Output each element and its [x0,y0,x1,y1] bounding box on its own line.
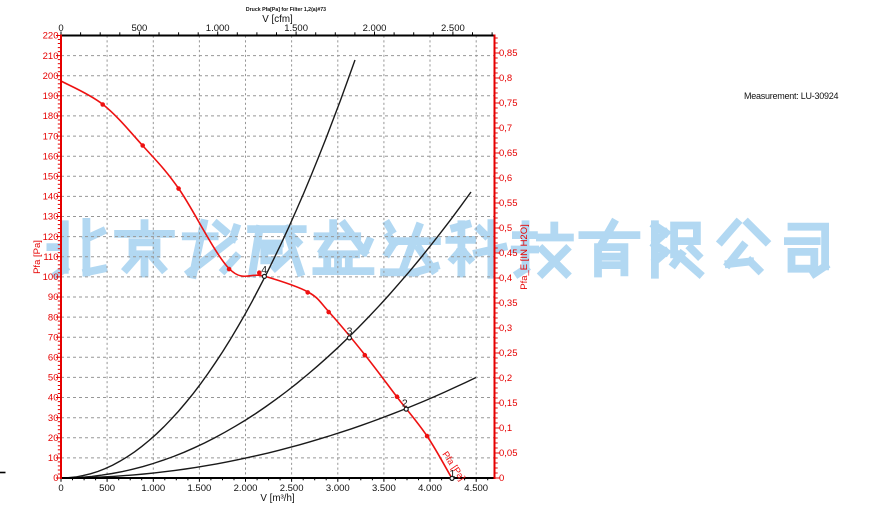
svg-text:220: 220 [43,31,59,42]
svg-text:1.500: 1.500 [188,483,212,494]
svg-text:V [m³/h]: V [m³/h] [260,493,295,504]
svg-text:0,05: 0,05 [499,448,518,459]
svg-text:0,75: 0,75 [499,98,518,109]
svg-text:Pfa [Pa]: Pfa [Pa] [32,240,43,274]
svg-text:70: 70 [48,332,59,343]
svg-text:140: 140 [43,192,59,203]
svg-text:0,7: 0,7 [499,123,512,134]
svg-text:Measurement: LU-30924: Measurement: LU-30924 [744,91,839,101]
svg-text:2.500: 2.500 [441,23,465,34]
svg-text:170: 170 [43,131,59,142]
svg-text:50: 50 [48,373,59,384]
svg-text:180: 180 [43,111,59,122]
svg-text:80: 80 [48,312,59,323]
svg-text:120: 120 [43,232,59,243]
svg-text:3: 3 [347,326,353,338]
svg-text:4.500: 4.500 [464,483,488,494]
svg-text:2.000: 2.000 [234,483,258,494]
svg-text:Pfa_E [IN H2O]: Pfa_E [IN H2O] [519,224,530,289]
svg-text:2.000: 2.000 [363,23,387,34]
svg-text:90: 90 [48,292,59,303]
svg-text:200: 200 [43,71,59,82]
svg-text:0,3: 0,3 [499,323,512,334]
svg-text:30: 30 [48,413,59,424]
svg-text:1.500: 1.500 [284,23,308,34]
svg-text:1.000: 1.000 [206,23,230,34]
svg-text:V [cfm]: V [cfm] [262,14,293,25]
svg-text:10: 10 [48,453,59,464]
svg-text:2.500: 2.500 [280,483,304,494]
svg-text:0,6: 0,6 [499,173,512,184]
svg-text:0: 0 [53,473,58,484]
svg-text:0: 0 [58,483,63,494]
svg-text:2: 2 [402,397,408,409]
svg-text:160: 160 [43,151,59,162]
svg-text:20: 20 [48,433,59,444]
svg-text:0,85: 0,85 [499,48,518,59]
svg-text:0,25: 0,25 [499,348,518,359]
svg-text:0,8: 0,8 [499,73,512,84]
svg-text:0,15: 0,15 [499,398,518,409]
svg-text:0: 0 [499,473,504,484]
svg-text:1.000: 1.000 [141,483,165,494]
svg-text:130: 130 [43,212,59,223]
svg-text:210: 210 [43,51,59,62]
svg-text:3.000: 3.000 [326,483,350,494]
svg-text:0,55: 0,55 [499,198,518,209]
svg-text:0,5: 0,5 [499,223,512,234]
svg-text:Druck Pfa[Pa] for Filter 1,2(a: Druck Pfa[Pa] for Filter 1,2(a)#73 [246,7,326,13]
svg-text:0,1: 0,1 [499,423,512,434]
svg-text:190: 190 [43,91,59,102]
svg-text:60: 60 [48,353,59,364]
svg-text:0: 0 [58,23,63,34]
svg-text:4: 4 [261,264,267,276]
svg-text:0,4: 0,4 [499,273,512,284]
svg-text:150: 150 [43,172,59,183]
svg-text:500: 500 [131,23,147,34]
svg-text:110: 110 [43,252,58,263]
svg-text:0,45: 0,45 [499,248,518,259]
svg-text:3.500: 3.500 [372,483,396,494]
svg-text:0,65: 0,65 [499,148,518,159]
svg-text:4.000: 4.000 [418,483,442,494]
svg-text:0,2: 0,2 [499,373,512,384]
svg-text:100: 100 [43,272,59,283]
svg-text:40: 40 [48,393,59,404]
svg-text:0,35: 0,35 [499,298,518,309]
svg-text:500: 500 [99,483,115,494]
svg-text:1: 1 [449,468,455,480]
